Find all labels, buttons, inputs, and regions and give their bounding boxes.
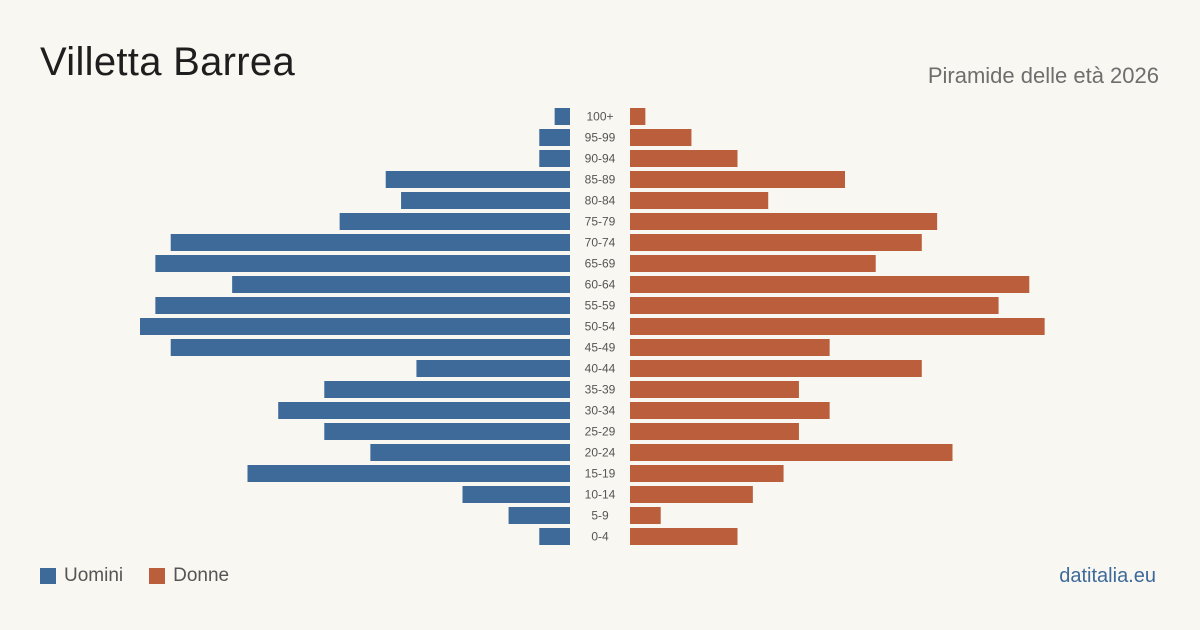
age-group-label: 5-9: [591, 509, 609, 523]
population-pyramid-chart: 100+ 95-99 90-94 85-89 80-84 75-79 70-74 65-69 6…: [140, 108, 1045, 545]
age-group-label: 10-14: [585, 488, 616, 502]
bar-women-0-4: [630, 528, 738, 545]
age-group-label: 45-49: [585, 341, 616, 355]
bar-women-95-99: [630, 129, 692, 146]
bar-women-100+: [630, 108, 646, 125]
bar-women-50-54: [630, 318, 1045, 335]
bar-men-60-64: [232, 276, 570, 293]
bar-men-35-39: [324, 381, 570, 398]
bar-women-75-79: [630, 213, 938, 230]
legend: Uomini Donne: [40, 565, 245, 587]
age-group-label: 0-4: [591, 530, 609, 544]
legend-swatch-women: [149, 568, 166, 584]
bar-women-45-49: [630, 339, 830, 356]
bar-men-20-24: [370, 444, 570, 461]
bar-women-20-24: [630, 444, 953, 461]
legend-label-women: Donne: [173, 565, 230, 586]
age-group-label: 30-34: [585, 404, 616, 418]
bar-men-5-9: [508, 507, 570, 524]
bar-men-100+: [554, 108, 570, 125]
age-group-label: 95-99: [585, 131, 616, 145]
bar-women-55-59: [630, 297, 999, 314]
age-group-label: 40-44: [585, 362, 616, 376]
age-group-label: 55-59: [585, 299, 616, 313]
legend-item-men: Uomini: [40, 565, 123, 587]
legend-swatch-men: [40, 568, 56, 584]
bar-men-50-54: [140, 318, 570, 335]
bar-men-80-84: [401, 192, 570, 209]
age-group-label: 75-79: [585, 215, 616, 229]
bar-women-25-29: [630, 423, 799, 440]
age-group-label: 85-89: [585, 173, 616, 187]
bar-men-85-89: [385, 171, 570, 188]
bar-men-70-74: [170, 234, 570, 251]
bar-women-90-94: [630, 150, 738, 167]
bar-women-35-39: [630, 381, 799, 398]
bar-men-55-59: [155, 297, 570, 314]
bar-women-65-69: [630, 255, 876, 272]
bar-men-45-49: [170, 339, 570, 356]
bar-men-90-94: [539, 150, 570, 167]
age-group-label: 90-94: [585, 152, 616, 166]
source-link[interactable]: datitalia.eu: [1059, 565, 1156, 587]
bar-men-40-44: [416, 360, 570, 377]
bar-men-0-4: [539, 528, 570, 545]
bar-men-65-69: [155, 255, 570, 272]
chart-title: Villetta Barrea: [40, 40, 296, 84]
legend-label-men: Uomini: [64, 565, 124, 586]
age-group-label: 15-19: [585, 467, 616, 481]
bar-men-10-14: [462, 486, 570, 503]
bar-women-85-89: [630, 171, 845, 188]
age-group-label: 65-69: [585, 257, 616, 271]
bar-women-40-44: [630, 360, 922, 377]
bar-women-5-9: [630, 507, 661, 524]
chart-subtitle: Piramide delle età 2026: [927, 63, 1159, 88]
bar-men-30-34: [278, 402, 570, 419]
age-group-label: 20-24: [585, 446, 616, 460]
bar-men-95-99: [539, 129, 570, 146]
age-group-label: 60-64: [585, 278, 616, 292]
age-group-label: 70-74: [585, 236, 616, 250]
age-group-label: 80-84: [585, 194, 616, 208]
bar-women-10-14: [630, 486, 753, 503]
bar-women-70-74: [630, 234, 922, 251]
bar-women-30-34: [630, 402, 830, 419]
bar-men-75-79: [339, 213, 570, 230]
bar-women-80-84: [630, 192, 769, 209]
age-group-label: 25-29: [585, 425, 616, 439]
age-group-label: 50-54: [585, 320, 616, 334]
age-group-label: 35-39: [585, 383, 616, 397]
bar-women-60-64: [630, 276, 1030, 293]
bar-men-25-29: [324, 423, 570, 440]
age-group-label: 100+: [586, 110, 613, 124]
bar-men-15-19: [247, 465, 570, 482]
bar-women-15-19: [630, 465, 784, 482]
legend-item-women: Donne: [149, 565, 229, 587]
